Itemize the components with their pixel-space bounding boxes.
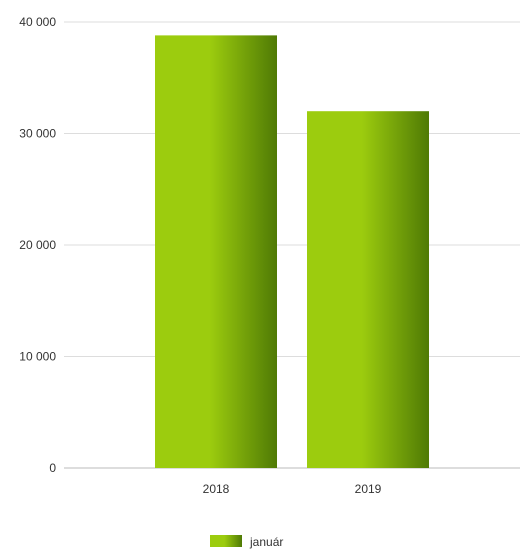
grid-lines [64,21,520,469]
y-tick-label: 30 000 [19,127,56,141]
x-axis: 2018 2019 [203,482,382,496]
y-axis: 0 10 000 20 000 30 000 40 000 [19,15,56,475]
legend[interactable]: január [210,535,283,549]
y-tick-label: 20 000 [19,238,56,252]
y-tick-label: 10 000 [19,350,56,364]
x-tick-label: 2018 [203,482,230,496]
bar-2018[interactable] [155,35,277,468]
bars [155,35,429,468]
bar-2019[interactable] [307,111,429,468]
x-tick-label: 2019 [355,482,382,496]
legend-swatch [210,535,242,547]
legend-label: január [249,535,283,549]
y-tick-label: 0 [49,461,56,475]
y-tick-label: 40 000 [19,15,56,29]
